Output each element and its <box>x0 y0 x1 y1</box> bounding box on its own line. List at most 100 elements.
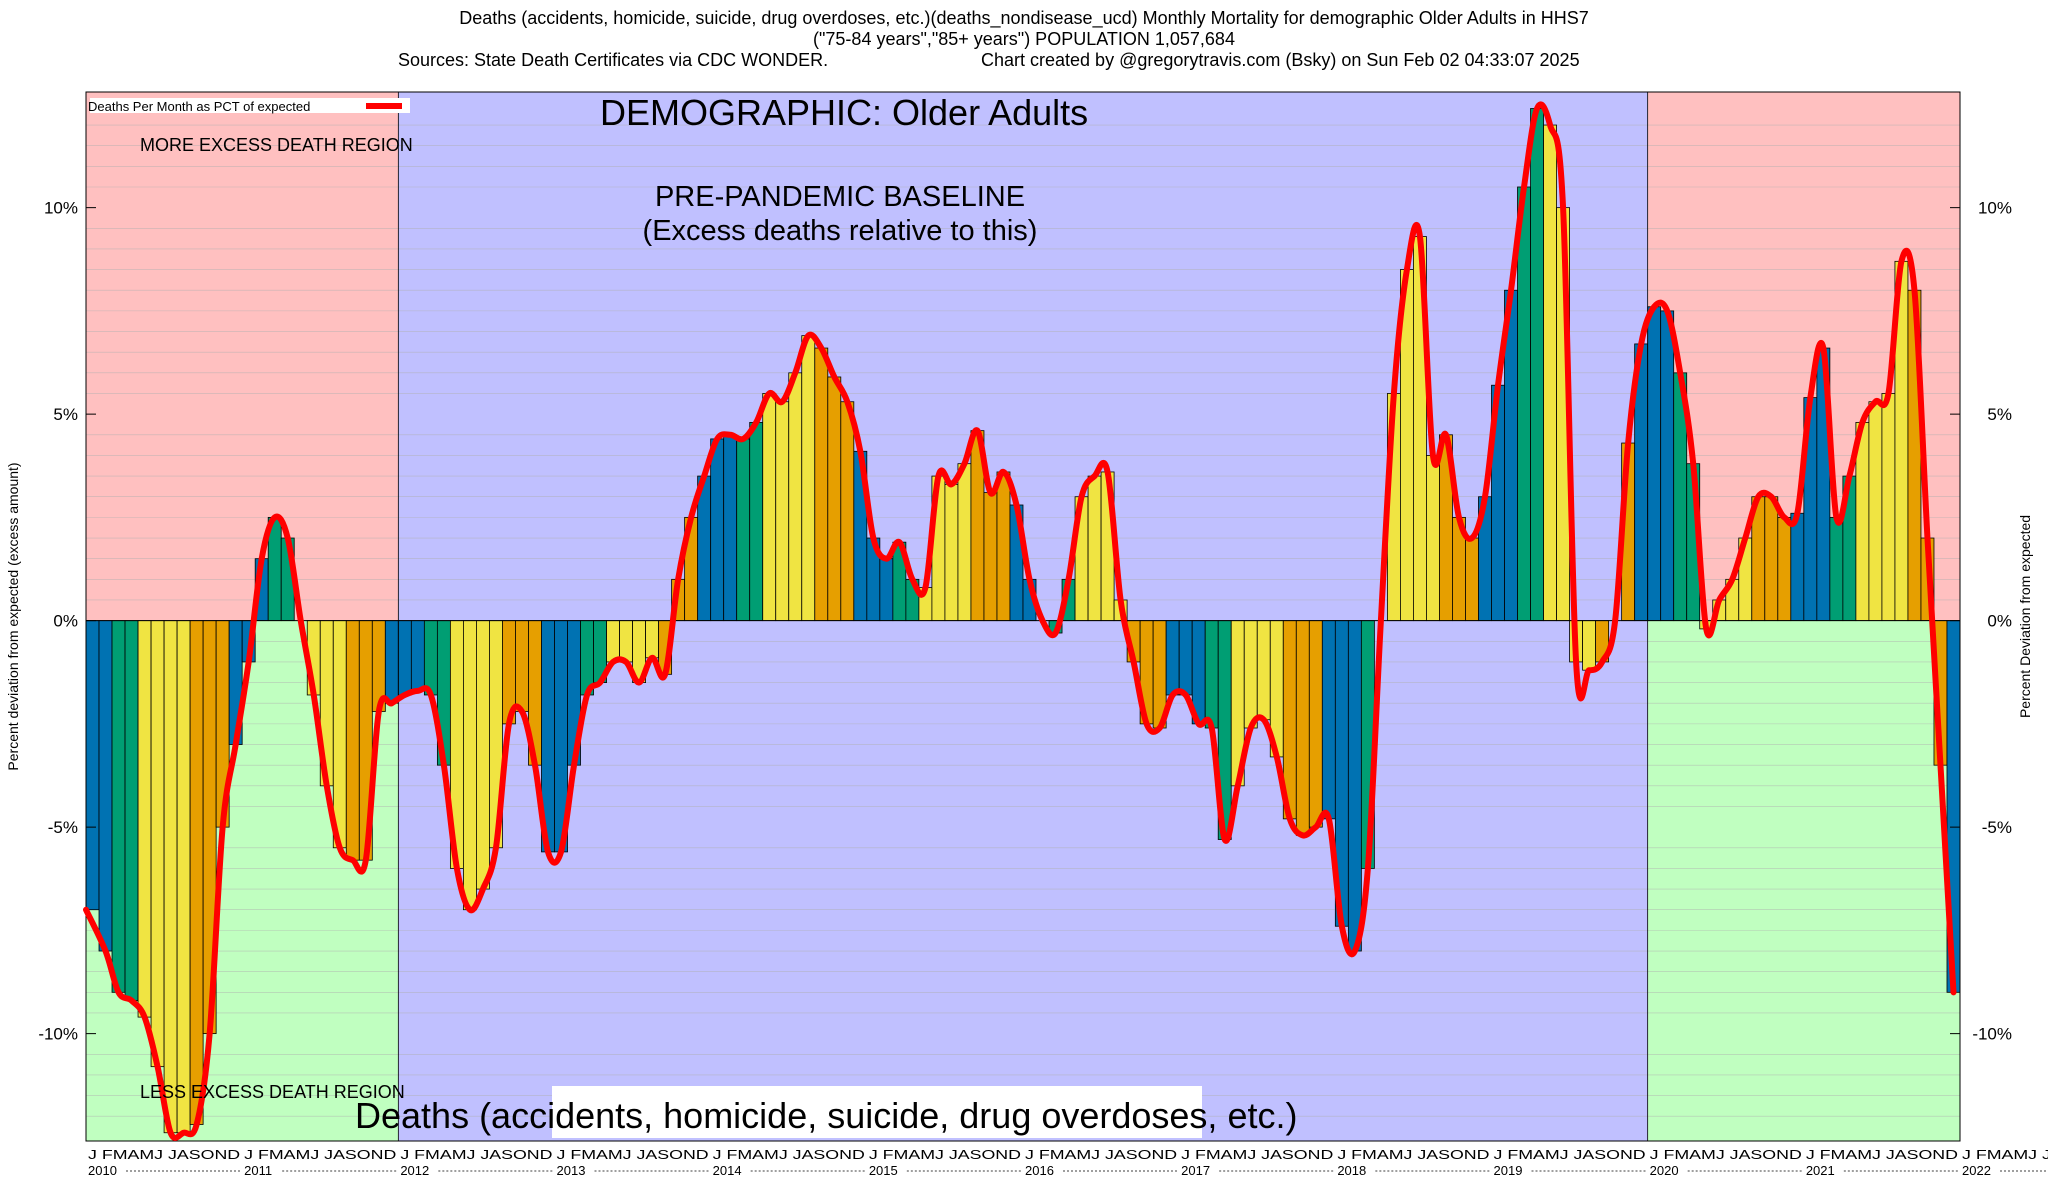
bar <box>423 620 438 696</box>
x-year-label: 2018 <box>1337 1163 1366 1178</box>
bar <box>463 620 477 911</box>
bar <box>957 463 972 622</box>
plot-frame <box>85 91 1961 1142</box>
y-tick-label-left: -5% <box>48 818 78 837</box>
bar <box>332 620 347 849</box>
bar <box>1426 455 1440 622</box>
y-tick-label-right: 10% <box>1978 199 2012 218</box>
bar <box>619 620 633 663</box>
x-month-labels: J FMAMJ JASOND <box>244 1147 396 1162</box>
x-year-label: 2022 <box>1962 1163 1991 1178</box>
less-excess-region-label: LESS EXCESS DEATH REGION <box>140 1082 405 1102</box>
bar <box>1204 620 1219 729</box>
bar <box>1295 620 1310 836</box>
bar <box>944 483 959 622</box>
y-axis-label-right: Percent Deviation from expected <box>2017 515 2033 718</box>
bar <box>1764 496 1779 622</box>
bottom-label-backing <box>552 1086 1202 1138</box>
bar <box>1777 516 1792 622</box>
bar <box>736 438 751 622</box>
bar <box>1087 475 1102 622</box>
bar <box>1660 310 1675 622</box>
y-tick-label-right: -10% <box>1972 1025 2012 1044</box>
x-year-label: 2020 <box>1650 1163 1679 1178</box>
x-month-labels: J FMAMJ JASOND <box>1962 1147 2048 1162</box>
bar <box>345 620 360 861</box>
y-tick-label-right: 5% <box>1987 405 2012 424</box>
bar <box>801 335 816 622</box>
y-tick-label-right: -5% <box>1982 818 2012 837</box>
x-year-label: 2013 <box>557 1163 586 1178</box>
bar <box>111 620 126 993</box>
chart-subtitle: ("75-84 years","85+ years") POPULATION 1… <box>813 29 1235 49</box>
bar <box>410 620 425 692</box>
bar <box>1321 620 1336 820</box>
x-month-labels: J FMAMJ JASOND <box>713 1147 865 1162</box>
x-month-labels: J FMAMJ JASOND <box>400 1147 552 1162</box>
bar <box>397 620 412 696</box>
x-month-labels: J FMAMJ JASOND <box>1025 1147 1177 1162</box>
demographic-label: DEMOGRAPHIC: Older Adults <box>600 92 1089 133</box>
bar <box>124 620 139 1001</box>
x-month-labels: J FMAMJ JASOND <box>1337 1147 1489 1162</box>
x-month-labels: J FMAMJ JASOND <box>869 1147 1021 1162</box>
bar <box>384 620 399 704</box>
x-year-label: 2019 <box>1494 1163 1523 1178</box>
bar <box>996 471 1011 622</box>
y-tick-label-right: 0% <box>1987 612 2012 631</box>
bar <box>98 620 113 952</box>
credit-text: Chart created by @gregorytravis.com (Bsk… <box>981 50 1580 70</box>
bar <box>1829 516 1844 622</box>
baseline-label-1: PRE-PANDEMIC BASELINE <box>654 181 1026 213</box>
bar <box>1881 393 1896 622</box>
x-year-label: 2021 <box>1806 1163 1835 1178</box>
bar <box>645 620 660 659</box>
bar <box>723 434 738 622</box>
series-line <box>83 101 1957 1141</box>
bar <box>1243 620 1258 729</box>
x-year-label: 2012 <box>400 1163 429 1178</box>
more-excess-region-label: MORE EXCESS DEATH REGION <box>140 135 413 155</box>
x-month-labels: J FMAMJ JASOND <box>1806 1147 1958 1162</box>
bar <box>710 438 725 622</box>
bar <box>189 620 204 1125</box>
x-month-labels: J FMAMJ JASOND <box>1494 1147 1646 1162</box>
legend-box <box>90 98 410 113</box>
bar <box>1178 620 1193 696</box>
bar <box>606 620 620 663</box>
x-month-labels: J FMAMJ JASOND <box>557 1147 709 1162</box>
bar <box>137 620 152 1018</box>
y-tick-label-left: 5% <box>53 405 78 424</box>
bar <box>1347 620 1362 952</box>
bar <box>1165 620 1180 696</box>
x-year-label: 2015 <box>869 1163 898 1178</box>
bottom-label: Deaths (accidents, homicide, suicide, dr… <box>355 1095 1298 1136</box>
bar <box>1308 620 1323 828</box>
bar <box>1582 620 1597 671</box>
chart-title: Deaths (accidents, homicide, suicide, dr… <box>459 8 1589 28</box>
y-tick-label-left: 0% <box>53 612 78 631</box>
bar <box>840 401 855 622</box>
bar <box>879 558 894 622</box>
bar <box>775 401 790 622</box>
bar <box>788 372 803 622</box>
bar <box>762 393 777 622</box>
x-year-label: 2016 <box>1025 1163 1054 1178</box>
x-year-label: 2011 <box>244 1163 272 1178</box>
x-month-labels: J FMAMJ JASOND <box>1181 1147 1333 1162</box>
baseline-label-2: (Excess deaths relative to this) <box>642 215 1038 247</box>
y-axis-label-left: Percent deviation from expected (excess … <box>5 462 21 770</box>
bar <box>827 376 842 622</box>
bar <box>983 492 998 622</box>
bar <box>176 620 191 1134</box>
bar <box>163 620 178 1134</box>
bar <box>1256 620 1271 721</box>
x-year-label: 2014 <box>713 1163 742 1178</box>
bar <box>1790 512 1805 622</box>
bar <box>814 347 829 622</box>
bar <box>1517 186 1531 622</box>
legend-label: Deaths Per Month as PCT of expected <box>88 99 311 114</box>
region-less-excess-post <box>1647 620 1960 1141</box>
bar <box>85 620 100 911</box>
x-month-labels: J FMAMJ JASOND <box>88 1147 240 1162</box>
